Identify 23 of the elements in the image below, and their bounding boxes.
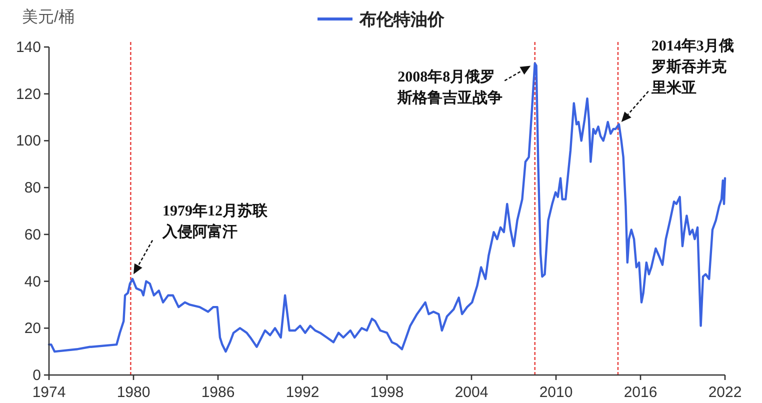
x-tick-label: 2016	[624, 384, 658, 401]
annotation: 2014年3月俄罗斯吞并克里米亚	[650, 37, 734, 96]
y-tick-label: 120	[16, 86, 41, 103]
legend-label: 布伦特油价	[358, 10, 446, 29]
x-tick-label: 2022	[708, 384, 742, 401]
x-tick-label: 1992	[286, 384, 320, 401]
y-tick-label: 20	[24, 320, 41, 338]
y-tick-label: 60	[24, 226, 41, 244]
y-tick-label: 80	[24, 180, 41, 197]
y-tick-label: 40	[24, 273, 41, 290]
y-tick-label: 100	[16, 132, 41, 150]
annotation: 2008年8月俄罗斯格鲁吉亚战争	[396, 68, 503, 107]
y-tick-label: 140	[16, 39, 41, 56]
y-tick-label: 0	[32, 367, 41, 384]
y-axis-title: 美元/桶	[22, 8, 74, 26]
x-tick-label: 2010	[539, 384, 573, 401]
x-tick-label: 1980	[116, 384, 150, 401]
x-tick-label: 1974	[32, 384, 66, 401]
x-tick-label: 1986	[201, 384, 235, 401]
x-tick-label: 1998	[370, 384, 404, 401]
legend: 布伦特油价	[318, 10, 444, 29]
annotation: 1979年12月苏联入侵阿富汗	[162, 202, 268, 240]
x-tick-label: 2004	[454, 384, 488, 401]
